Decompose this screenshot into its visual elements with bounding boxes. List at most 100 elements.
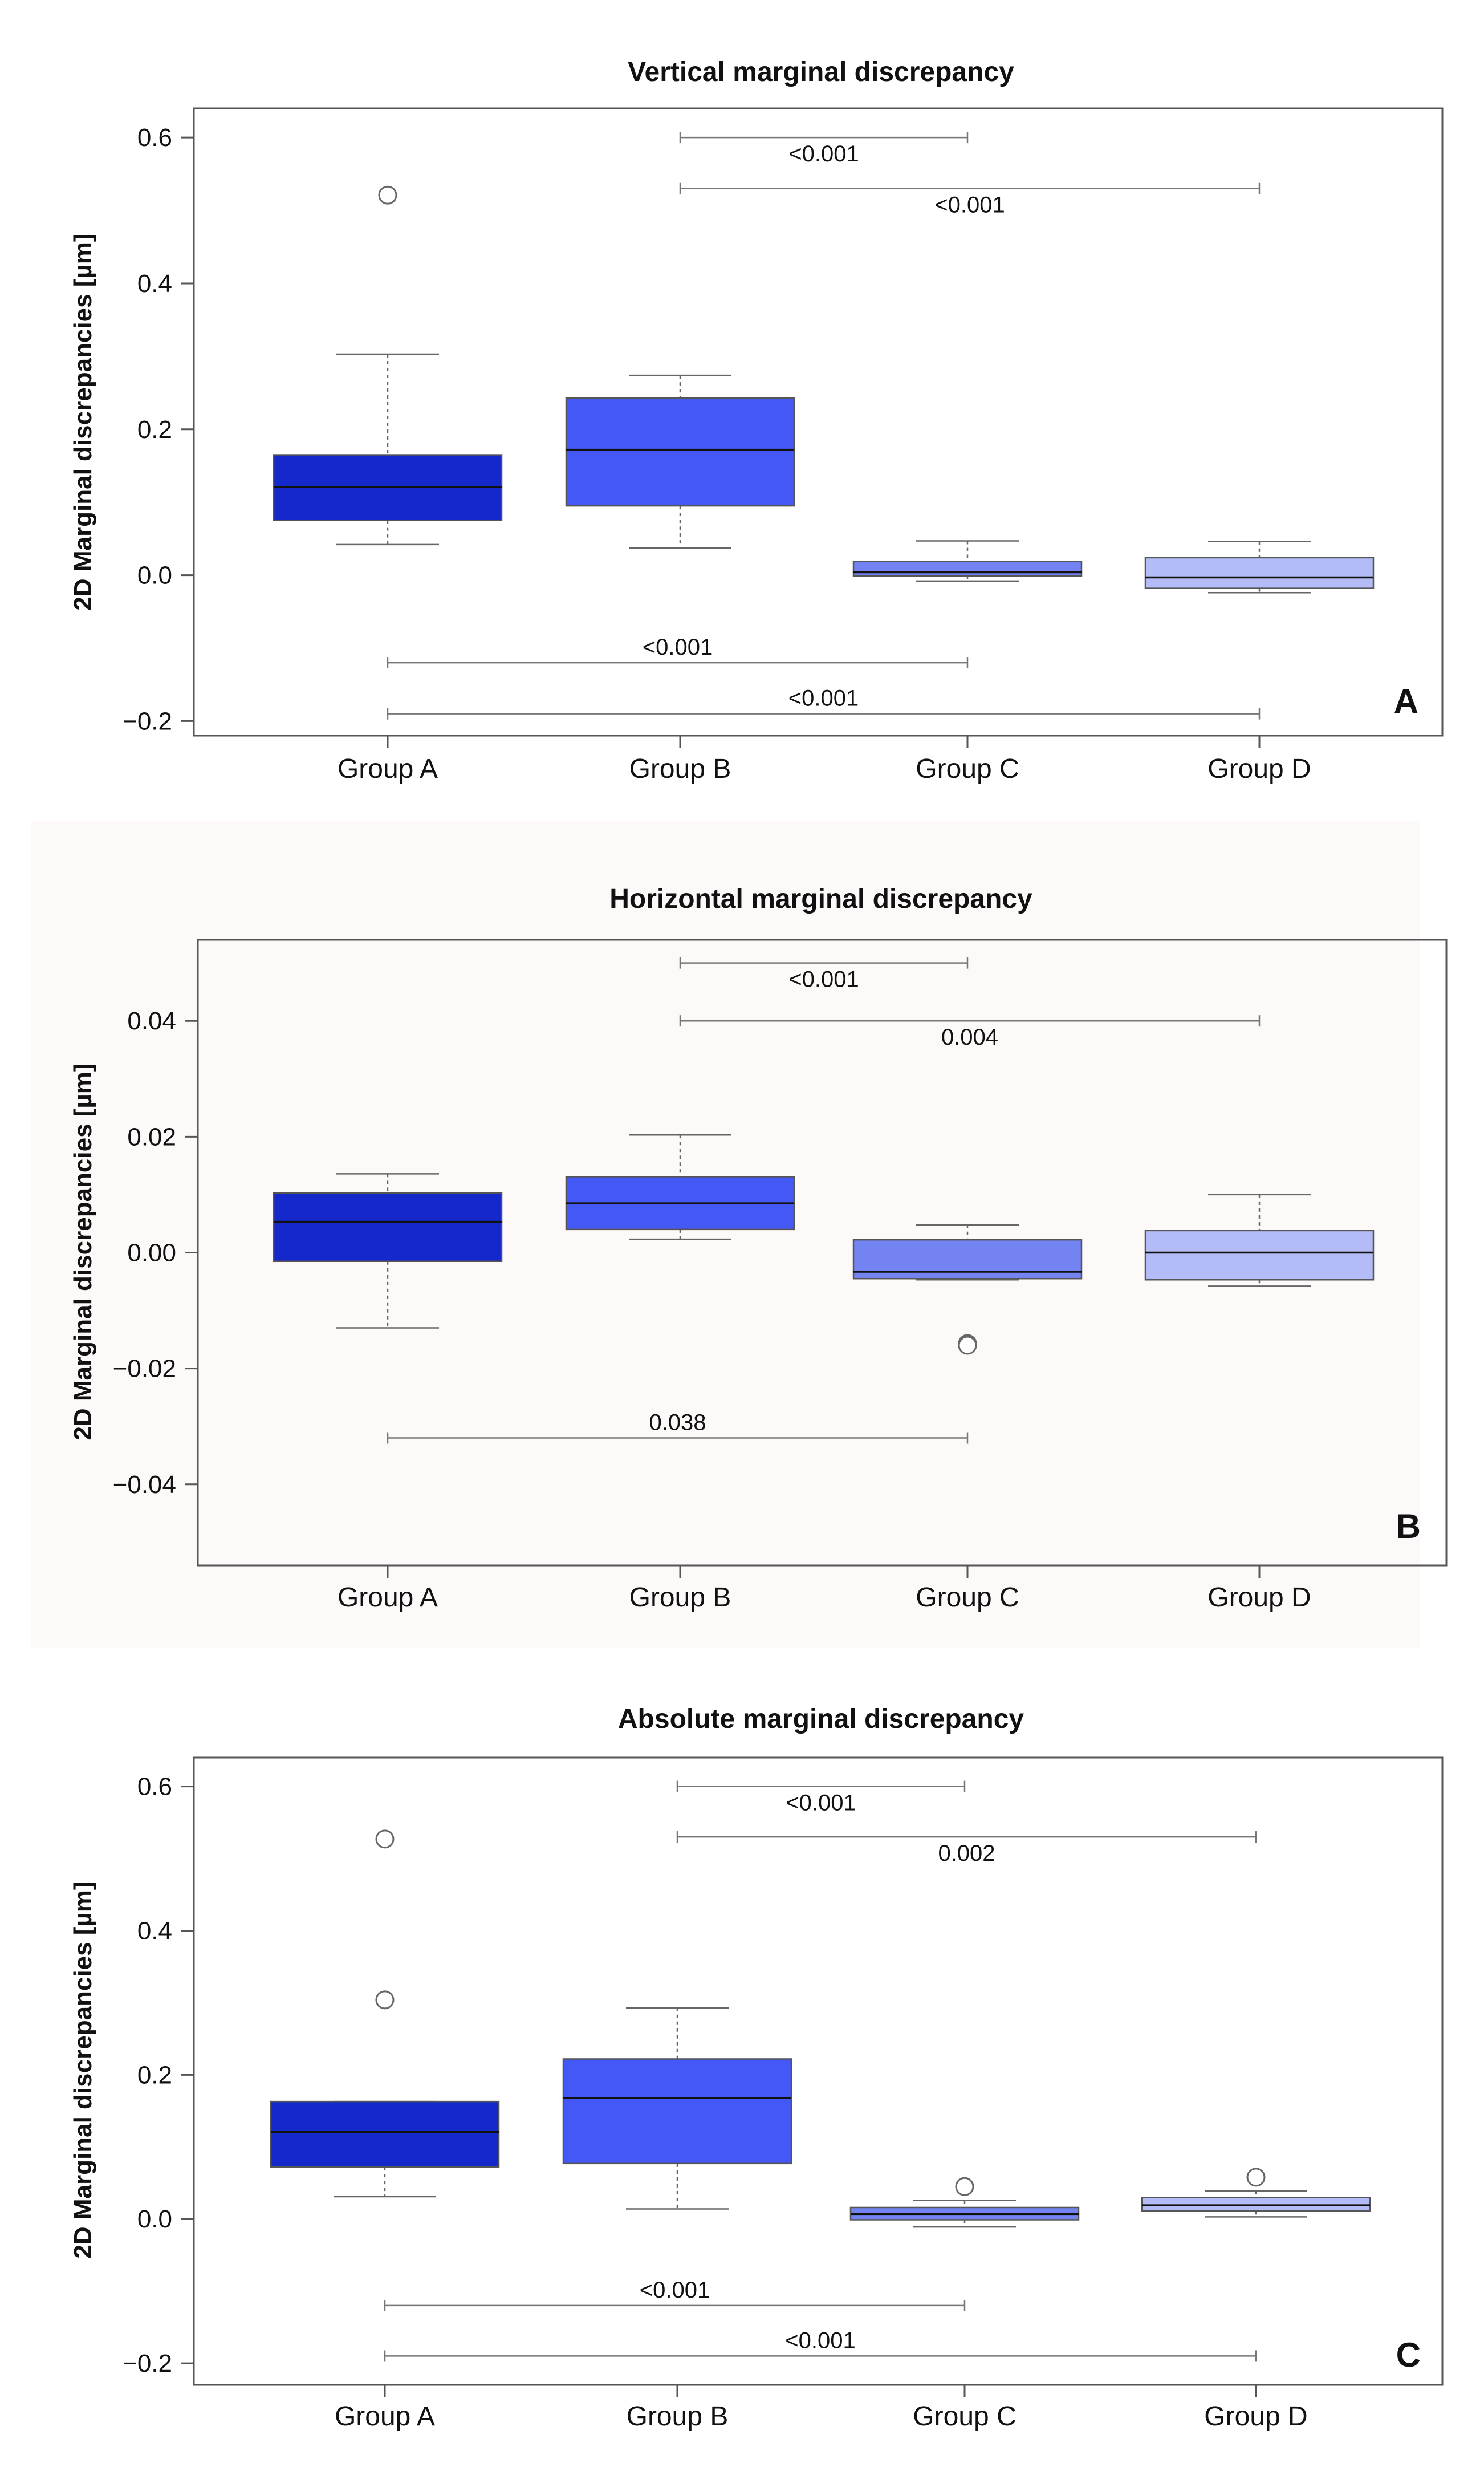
panel-c-y-axis-label: 2D Marginal discrepancies [µm]	[69, 1881, 97, 2258]
panel-a-y-tick-label: 0.2	[137, 416, 172, 444]
panel-a-box-group	[1144, 541, 1375, 594]
panel-c-comparison: <0.001	[384, 2278, 966, 2311]
panel-b-category-label: Group C	[916, 1583, 1019, 1613]
panel-a-category-labels: Group A Group B Group C Group D	[338, 754, 1311, 784]
panel-a-outlier-point	[378, 185, 397, 205]
panel-b-box	[1144, 1230, 1375, 1281]
panel-b-letter: B	[1396, 1507, 1421, 1545]
panel-c-box	[270, 2100, 500, 2168]
panel-b: Horizontal marginal discrepancy 2D Margi…	[31, 821, 1448, 1648]
panel-a-x-ticks	[387, 736, 1261, 748]
panel-a-box	[1144, 557, 1375, 589]
panel-a-y-ticks: −0.2 0.0 0.2 0.4 0.6	[123, 124, 194, 735]
panel-b-y-tick-label: 0.00	[127, 1239, 176, 1267]
panel-c-y-tick-label: 0.4	[137, 1917, 172, 1945]
panel-b-y-tick-label: 0.02	[127, 1123, 176, 1151]
panel-a-category-label: Group B	[629, 754, 731, 784]
panel-a-y-axis-label: 2D Marginal discrepancies [µm]	[69, 233, 97, 610]
panel-c-comparison: <0.001	[676, 1780, 966, 1816]
panel-b-category-label: Group B	[629, 1583, 731, 1613]
panel-b-x-ticks	[387, 1565, 1261, 1578]
panel-b-y-tick-label: 0.04	[127, 1007, 176, 1035]
panel-b-box-group	[1144, 1194, 1375, 1287]
panel-c-plot-frame	[193, 1756, 1444, 2386]
panel-c-boxes	[270, 1829, 1371, 2228]
panel-c-title: Absolute marginal discrepancy	[618, 1704, 1024, 1734]
panel-b-comparison: <0.001	[679, 957, 969, 992]
panel-c-outlier-point	[375, 1990, 395, 2010]
panel-b-category-label: Group D	[1207, 1583, 1311, 1613]
panel-a: Vertical marginal discrepancy 2D Margina…	[69, 57, 1444, 784]
panel-b-p-value-label: 0.004	[941, 1025, 998, 1050]
panel-c-p-value-label: 0.002	[938, 1841, 995, 1866]
panel-c-comparison: <0.001	[384, 2328, 1257, 2362]
panel-b-boxes	[273, 1134, 1375, 1355]
panel-b-category-labels: Group A Group B Group C Group D	[338, 1583, 1311, 1613]
panel-a-box-group	[565, 374, 795, 549]
panel-b-comparison: 0.004	[679, 1015, 1261, 1050]
panel-a-comparison: <0.001	[387, 686, 1261, 720]
panel-b-outlier-point	[958, 1336, 977, 1355]
panel-a-plot-frame	[193, 107, 1444, 737]
panel-b-comparison: 0.038	[387, 1410, 969, 1444]
panel-b-comparisons: <0.001 0.004 0.038	[387, 957, 1261, 1444]
panel-a-category-label: Group C	[916, 754, 1019, 784]
panel-b-box-group	[565, 1134, 795, 1240]
panel-a-category-label: Group D	[1207, 754, 1311, 784]
panel-a-y-tick-label: −0.2	[123, 707, 172, 735]
panel-a-comparison: <0.001	[679, 182, 1261, 218]
panel-c-y-tick-label: 0.6	[137, 1773, 172, 1801]
panel-c-category-label: Group D	[1204, 2401, 1307, 2432]
panel-c: Absolute marginal discrepancy 2D Margina…	[69, 1704, 1444, 2432]
panel-c-box-group	[1141, 2168, 1371, 2218]
panel-c-category-label: Group C	[913, 2401, 1016, 2432]
panel-c-box	[1141, 2197, 1371, 2212]
panel-c-y-tick-label: −0.2	[123, 2350, 172, 2377]
panel-a-comparisons: <0.001 <0.001 <0.001 <0.001	[387, 132, 1261, 720]
panel-b-y-tick-label: −0.02	[113, 1355, 176, 1383]
panel-b-box-group	[852, 1224, 1083, 1355]
panel-c-p-value-label: <0.001	[786, 1791, 856, 1816]
panel-c-box-group	[270, 1829, 500, 2198]
panel-c-y-ticks: −0.2 0.0 0.2 0.4 0.6	[123, 1773, 194, 2377]
panel-a-category-label: Group A	[338, 754, 438, 784]
panel-c-box	[562, 2058, 792, 2165]
panel-b-category-label: Group A	[338, 1583, 438, 1613]
panel-a-p-value-label: <0.001	[788, 141, 859, 167]
panel-b-p-value-label: <0.001	[788, 967, 859, 992]
panel-c-letter: C	[1396, 2336, 1421, 2374]
panel-c-outlier-point	[1246, 2168, 1266, 2187]
panel-a-letter: A	[1394, 682, 1418, 720]
panel-c-y-tick-label: 0.2	[137, 2061, 172, 2089]
panel-a-p-value-label: <0.001	[934, 193, 1005, 218]
panel-a-box	[852, 561, 1083, 577]
panel-b-y-tick-label: −0.04	[113, 1471, 176, 1499]
panel-c-outlier-point	[955, 2177, 974, 2196]
panel-a-y-tick-label: 0.4	[137, 270, 172, 298]
panel-b-p-value-label: 0.038	[649, 1410, 706, 1435]
panel-a-comparison: <0.001	[679, 132, 969, 167]
panel-c-category-labels: Group A Group B Group C Group D	[335, 2401, 1308, 2432]
panel-c-p-value-label: <0.001	[640, 2278, 710, 2303]
panel-a-boxes	[273, 185, 1375, 594]
panel-a-title: Vertical marginal discrepancy	[628, 57, 1014, 87]
panel-a-p-value-label: <0.001	[788, 686, 859, 711]
panel-c-category-label: Group B	[627, 2401, 729, 2432]
panel-b-box-group	[273, 1173, 503, 1329]
panel-c-p-value-label: <0.001	[785, 2328, 855, 2353]
panel-b-box	[273, 1192, 503, 1262]
panel-c-box-group	[849, 2177, 1080, 2228]
panel-a-box-group	[273, 185, 503, 546]
panel-b-y-ticks: −0.04 −0.02 0.00 0.02 0.04	[113, 1007, 198, 1499]
panel-c-outlier-point	[375, 1829, 395, 1849]
panel-a-box	[565, 397, 795, 507]
panel-b-box	[852, 1239, 1083, 1280]
panel-c-box-group	[562, 2007, 792, 2210]
panel-b-y-axis-label: 2D Marginal discrepancies [µm]	[69, 1063, 97, 1440]
panel-c-category-label: Group A	[335, 2401, 435, 2432]
panel-a-y-tick-label: 0.0	[137, 562, 172, 590]
panel-a-box-group	[852, 540, 1083, 582]
panel-a-y-tick-label: 0.6	[137, 124, 172, 152]
panel-c-x-ticks	[384, 2385, 1257, 2397]
